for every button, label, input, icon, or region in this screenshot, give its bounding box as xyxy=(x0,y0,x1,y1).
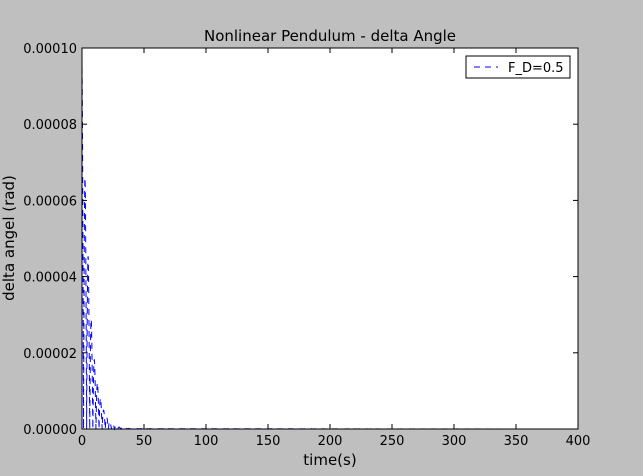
x-tick-label: 400 xyxy=(566,434,591,449)
x-tick-label: 250 xyxy=(380,434,405,449)
x-axis-ticks: 0 50 100 150 200 250 300 350 400 xyxy=(78,48,591,449)
legend-box xyxy=(465,55,571,79)
y-tick-label: 0.00002 xyxy=(23,347,77,362)
x-tick-label: 350 xyxy=(504,434,529,449)
legend-label: F_D=0.5 xyxy=(508,61,564,76)
x-tick-label: 100 xyxy=(194,434,219,449)
y-tick-label: 0.00008 xyxy=(23,118,77,133)
x-tick-label: 50 xyxy=(136,434,153,449)
y-tick-label: 0.00006 xyxy=(23,194,77,209)
x-axis-label: time(s) xyxy=(303,451,356,469)
x-tick-label: 200 xyxy=(318,434,343,449)
y-axis-ticks: 0.00000 0.00002 0.00004 0.00006 0.00008 0.000… xyxy=(23,42,578,438)
y-tick-label: 0.00010 xyxy=(23,42,77,57)
x-tick-label: 300 xyxy=(442,434,467,449)
y-axis-label: delta angel (rad) xyxy=(0,175,18,301)
plot-area xyxy=(82,48,578,429)
x-tick-label: 0 xyxy=(78,434,86,449)
chart-title: Nonlinear Pendulum - delta Angle xyxy=(204,27,456,45)
y-tick-label: 0.00000 xyxy=(23,423,77,438)
y-tick-label: 0.00004 xyxy=(23,271,77,286)
x-tick-label: 150 xyxy=(256,434,281,449)
legend: F_D=0.5 xyxy=(465,55,571,79)
